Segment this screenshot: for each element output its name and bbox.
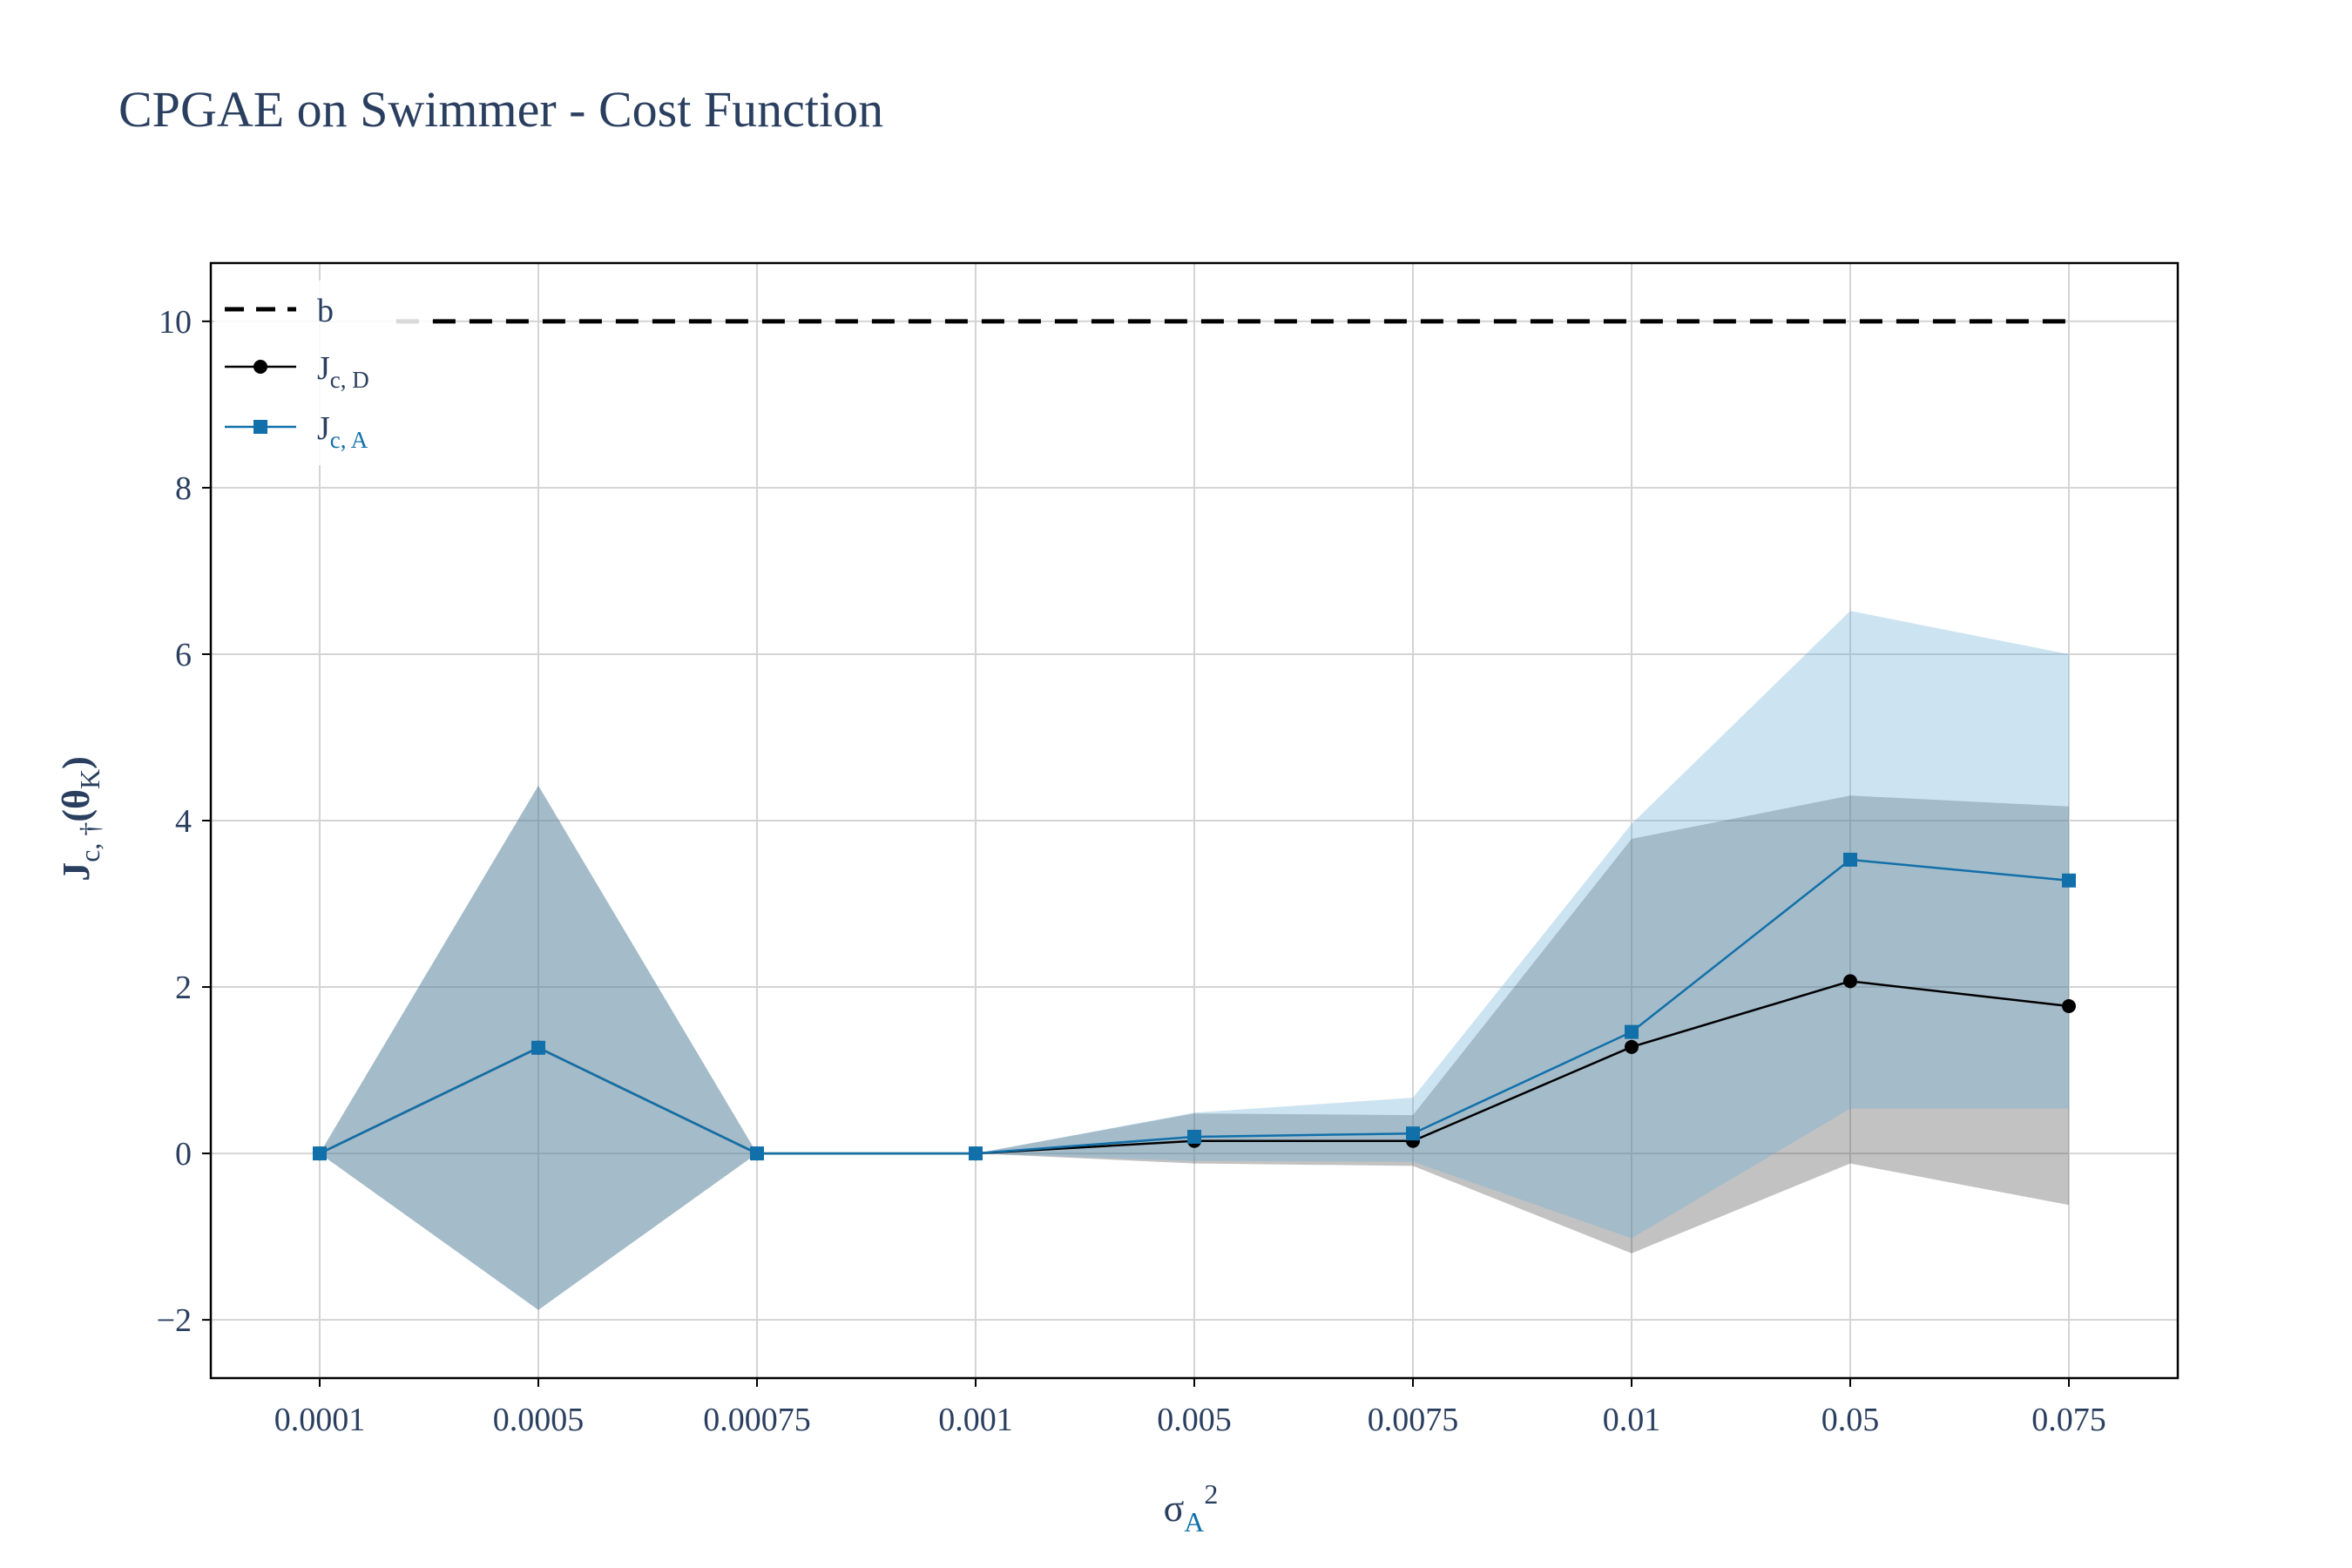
chart-title: CPGAE on Swimmer - Cost Function: [118, 81, 884, 138]
point-series-2-3: [969, 1146, 983, 1161]
y-axis-title-base: J: [55, 862, 98, 882]
legend-marker-jca: [253, 420, 267, 434]
legend-marker-jcd: [253, 360, 267, 374]
y-axis-title-mid: (θ: [55, 789, 98, 822]
x-tick-label-0: 0.0001: [274, 1402, 366, 1438]
x-tick-label-7: 0.05: [1821, 1402, 1880, 1438]
legend-label-jca-sub: c, A: [330, 427, 368, 453]
x-axis-title-base: σ: [1164, 1487, 1185, 1530]
x-axis-title-sub: A: [1184, 1506, 1204, 1538]
legend: b Jc, D Jc, A: [214, 280, 432, 465]
y-axis-title-sub: c, †: [74, 822, 105, 862]
y-axis-title-sub2: K: [74, 769, 105, 789]
x-tick-label-5: 0.0075: [1368, 1402, 1459, 1438]
legend-label-jcd-base: J: [317, 350, 330, 387]
legend-label-jca-base: J: [317, 410, 330, 447]
point-series-2-5: [1406, 1126, 1420, 1141]
point-series-2-4: [1187, 1129, 1201, 1144]
y-tick-label-4: 6: [175, 637, 192, 673]
tick-layer: 0.0001 0.0005 0.00075 0.001 0.005 0.0075 0.01 0…: [157, 304, 2106, 1438]
y-tick-label-2: 2: [175, 970, 192, 1006]
legend-item-jcd[interactable]: Jc, D: [225, 350, 369, 393]
band-series-2: [320, 611, 2069, 1310]
point-series-2-2: [750, 1146, 764, 1161]
y-tick-label-1: 0: [175, 1136, 192, 1173]
point-series-2-6: [1625, 1024, 1639, 1039]
y-tick-label-3: 4: [175, 803, 192, 840]
legend-item-jca[interactable]: Jc, A: [225, 410, 368, 453]
grid-layer: [211, 263, 2178, 1378]
point-series-2-7: [1843, 852, 1857, 867]
x-tick-label-8: 0.075: [2031, 1402, 2106, 1438]
x-tick-label-2: 0.00075: [703, 1402, 811, 1438]
legend-background: [214, 280, 432, 465]
x-tick-label-4: 0.005: [1157, 1402, 1232, 1438]
y-tick-label-6: 10: [159, 304, 192, 341]
point-series-1-8: [2062, 999, 2076, 1014]
x-tick-label-1: 0.0005: [493, 1402, 585, 1438]
x-axis-title-sup: 2: [1204, 1478, 1218, 1510]
y-tick-label-0: −2: [157, 1302, 192, 1339]
x-tick-label-3: 0.001: [938, 1402, 1013, 1438]
legend-label-jcd-sub: c, D: [330, 367, 369, 393]
point-series-2-0: [313, 1146, 327, 1161]
marker-layer: [313, 852, 2076, 1161]
y-axis-title: Jc, †(θK): [55, 756, 105, 882]
point-series-1-6: [1625, 1039, 1639, 1054]
x-tick-label-6: 0.01: [1603, 1402, 1661, 1438]
legend-item-b[interactable]: b: [225, 293, 334, 329]
y-tick-label-5: 8: [175, 470, 192, 507]
legend-label-jca: Jc, A: [317, 410, 368, 453]
point-series-2-1: [531, 1040, 545, 1055]
point-series-1-7: [1843, 974, 1857, 989]
point-series-2-8: [2062, 873, 2076, 888]
x-axis-title: σA2: [1164, 1478, 1219, 1538]
band-series-1: [320, 785, 2069, 1310]
band-layer: [320, 611, 2069, 1310]
y-axis-title-end: ): [55, 756, 98, 769]
legend-label-b: b: [317, 293, 334, 329]
legend-label-jcd: Jc, D: [317, 350, 369, 393]
